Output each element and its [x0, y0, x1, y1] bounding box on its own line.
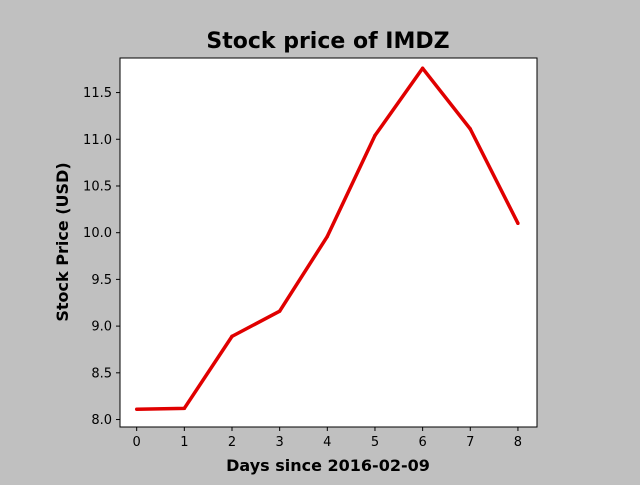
data-point — [277, 309, 282, 313]
x-tick-label: 5 — [371, 435, 379, 450]
x-axis-ticks: 0 1 2 3 4 5 6 7 8 — [133, 427, 522, 450]
data-point — [182, 406, 187, 411]
y-axis-label: Stock Price (USD) — [53, 162, 72, 321]
x-tick-label: 8 — [514, 435, 522, 450]
y-tick-label: 8.5 — [91, 366, 112, 381]
plot-area — [119, 57, 538, 428]
y-tick-label: 9.0 — [91, 320, 112, 335]
x-axis-label: Days since 2016-02-09 — [226, 456, 430, 475]
chart-title: Stock price of IMDZ — [206, 29, 449, 54]
x-tick-label: 4 — [323, 435, 331, 450]
x-tick-label: 2 — [228, 435, 236, 450]
y-tick-label: 11.0 — [83, 133, 112, 148]
data-point — [373, 133, 377, 138]
y-tick-label: 10.0 — [83, 226, 112, 241]
x-tick-label: 0 — [133, 435, 141, 450]
y-tick-label: 11.5 — [83, 86, 112, 101]
y-tick-label: 9.5 — [91, 273, 112, 288]
y-tick-label: 10.5 — [83, 179, 112, 194]
x-tick-label: 7 — [466, 435, 474, 450]
data-point — [134, 407, 139, 411]
data-point — [230, 334, 234, 339]
y-tick-label: 8.0 — [91, 413, 112, 428]
y-axis-ticks: 8.0 8.5 9.0 9.5 10.0 10.5 11.0 11.5 — [83, 86, 120, 428]
x-tick-label: 1 — [180, 435, 188, 450]
x-tick-label: 3 — [276, 435, 284, 450]
data-point — [516, 221, 520, 226]
data-point — [420, 66, 425, 70]
data-point — [325, 234, 330, 239]
data-point — [468, 127, 472, 131]
series-layer — [134, 66, 520, 411]
x-tick-label: 6 — [418, 435, 426, 450]
